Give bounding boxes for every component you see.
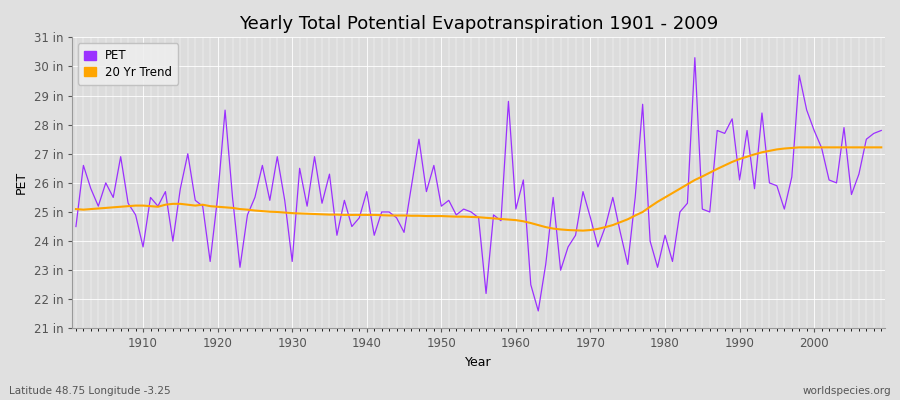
Y-axis label: PET: PET: [15, 171, 28, 194]
Text: worldspecies.org: worldspecies.org: [803, 386, 891, 396]
Text: Latitude 48.75 Longitude -3.25: Latitude 48.75 Longitude -3.25: [9, 386, 171, 396]
Title: Yearly Total Potential Evapotranspiration 1901 - 2009: Yearly Total Potential Evapotranspiratio…: [239, 15, 718, 33]
X-axis label: Year: Year: [465, 356, 492, 369]
Legend: PET, 20 Yr Trend: PET, 20 Yr Trend: [78, 43, 178, 84]
